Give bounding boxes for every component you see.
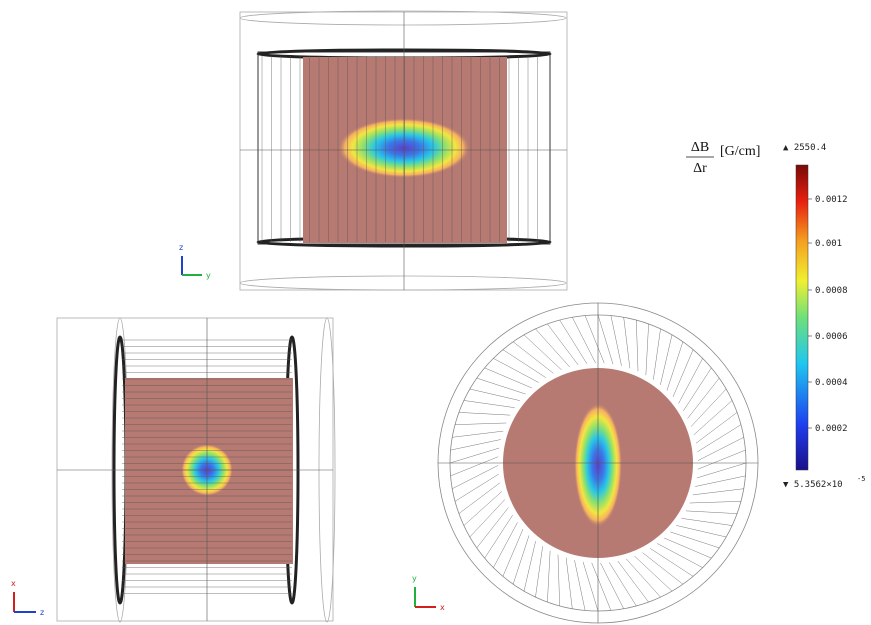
wire <box>673 350 693 397</box>
wire <box>650 548 693 576</box>
wire <box>600 563 623 609</box>
wire <box>560 320 587 364</box>
wire <box>451 439 501 450</box>
wire <box>697 463 746 478</box>
wire <box>678 358 702 403</box>
wire <box>693 489 744 495</box>
wire <box>664 538 711 558</box>
axis-label: y <box>412 574 417 583</box>
wire <box>634 556 672 591</box>
wire <box>609 562 636 606</box>
wire <box>592 563 611 611</box>
wire <box>464 400 515 407</box>
wire <box>636 320 638 371</box>
wire <box>566 558 572 609</box>
wire <box>455 474 499 501</box>
wire <box>470 389 520 401</box>
wire <box>683 368 711 411</box>
wire <box>477 378 526 394</box>
wire <box>574 560 585 610</box>
wire <box>524 541 536 591</box>
colorbar-tick-label: 0.0002 <box>815 424 848 434</box>
wire <box>690 501 741 503</box>
wire <box>624 317 630 368</box>
wire <box>451 457 499 476</box>
side-view-zy <box>240 11 567 290</box>
wire <box>459 412 510 415</box>
wire <box>493 522 517 567</box>
end-view-yx <box>438 303 758 623</box>
domain-edge <box>240 11 566 25</box>
wire <box>691 389 726 427</box>
wire <box>455 423 506 425</box>
axis-label: x <box>11 579 16 588</box>
wire <box>585 316 604 364</box>
wire <box>513 535 529 584</box>
colorbar-min: ▼ 5.3562×10 <box>783 480 843 490</box>
colorbar-tick-label: 0.0004 <box>815 378 848 388</box>
wire <box>547 551 550 602</box>
wire <box>583 562 598 611</box>
colorbar-max: ▲ 2550.4 <box>783 143 826 153</box>
colorbar-tick-label: 0.0008 <box>815 286 848 296</box>
wire <box>572 317 595 363</box>
wire <box>676 525 726 537</box>
wire <box>667 342 683 391</box>
colorbar-tick-label: 0.0006 <box>815 332 848 342</box>
wire <box>524 335 562 370</box>
colorbar-unit: [G/cm] <box>720 144 760 159</box>
wire <box>670 532 719 548</box>
wire <box>695 476 745 487</box>
side-view-xz <box>57 318 335 622</box>
colorbar-scale <box>796 165 808 470</box>
wire <box>450 448 499 463</box>
colorbar-title: ΔB <box>691 140 709 155</box>
domain-edge <box>240 276 566 290</box>
wire <box>503 529 523 576</box>
wire <box>535 546 542 597</box>
wire <box>657 543 702 567</box>
wire <box>477 507 509 547</box>
wire <box>547 324 578 365</box>
wire <box>618 561 649 602</box>
colorbar-min-exponent: -5 <box>857 475 865 483</box>
axis-label: y <box>206 271 211 280</box>
colorbar-tick-label: 0.0012 <box>815 195 848 205</box>
wire <box>660 335 672 385</box>
colorbar-title: Δr <box>693 161 707 176</box>
wire <box>611 316 622 366</box>
wire <box>493 358 538 382</box>
wire <box>485 515 513 558</box>
wire <box>452 465 498 488</box>
colorbar: ΔB Δr [G/cm] ▲ 2550.4 0.0012 0.001 0.0008 0… <box>686 140 865 490</box>
wire <box>688 378 720 418</box>
axis-label: z <box>40 608 44 617</box>
wire <box>642 553 682 585</box>
axis-label: z <box>179 243 183 252</box>
wire <box>697 425 741 452</box>
wire <box>686 511 737 514</box>
wire <box>503 350 546 378</box>
axis-label: x <box>440 603 445 612</box>
wire <box>696 412 737 443</box>
figure: z y x z y x ΔB Δr [G/cm] ▲ 2550.4 0.0012… <box>0 0 871 625</box>
wire <box>452 431 503 437</box>
wire <box>513 342 553 374</box>
colorbar-tick-label: 0.001 <box>815 239 842 249</box>
wire <box>646 324 649 375</box>
wire <box>558 555 560 606</box>
wire <box>459 483 500 514</box>
wire <box>485 368 532 388</box>
wire <box>470 499 505 537</box>
wire <box>698 450 746 469</box>
wire <box>598 315 613 364</box>
wire <box>681 518 732 525</box>
wire <box>653 329 660 380</box>
wire <box>698 437 744 460</box>
